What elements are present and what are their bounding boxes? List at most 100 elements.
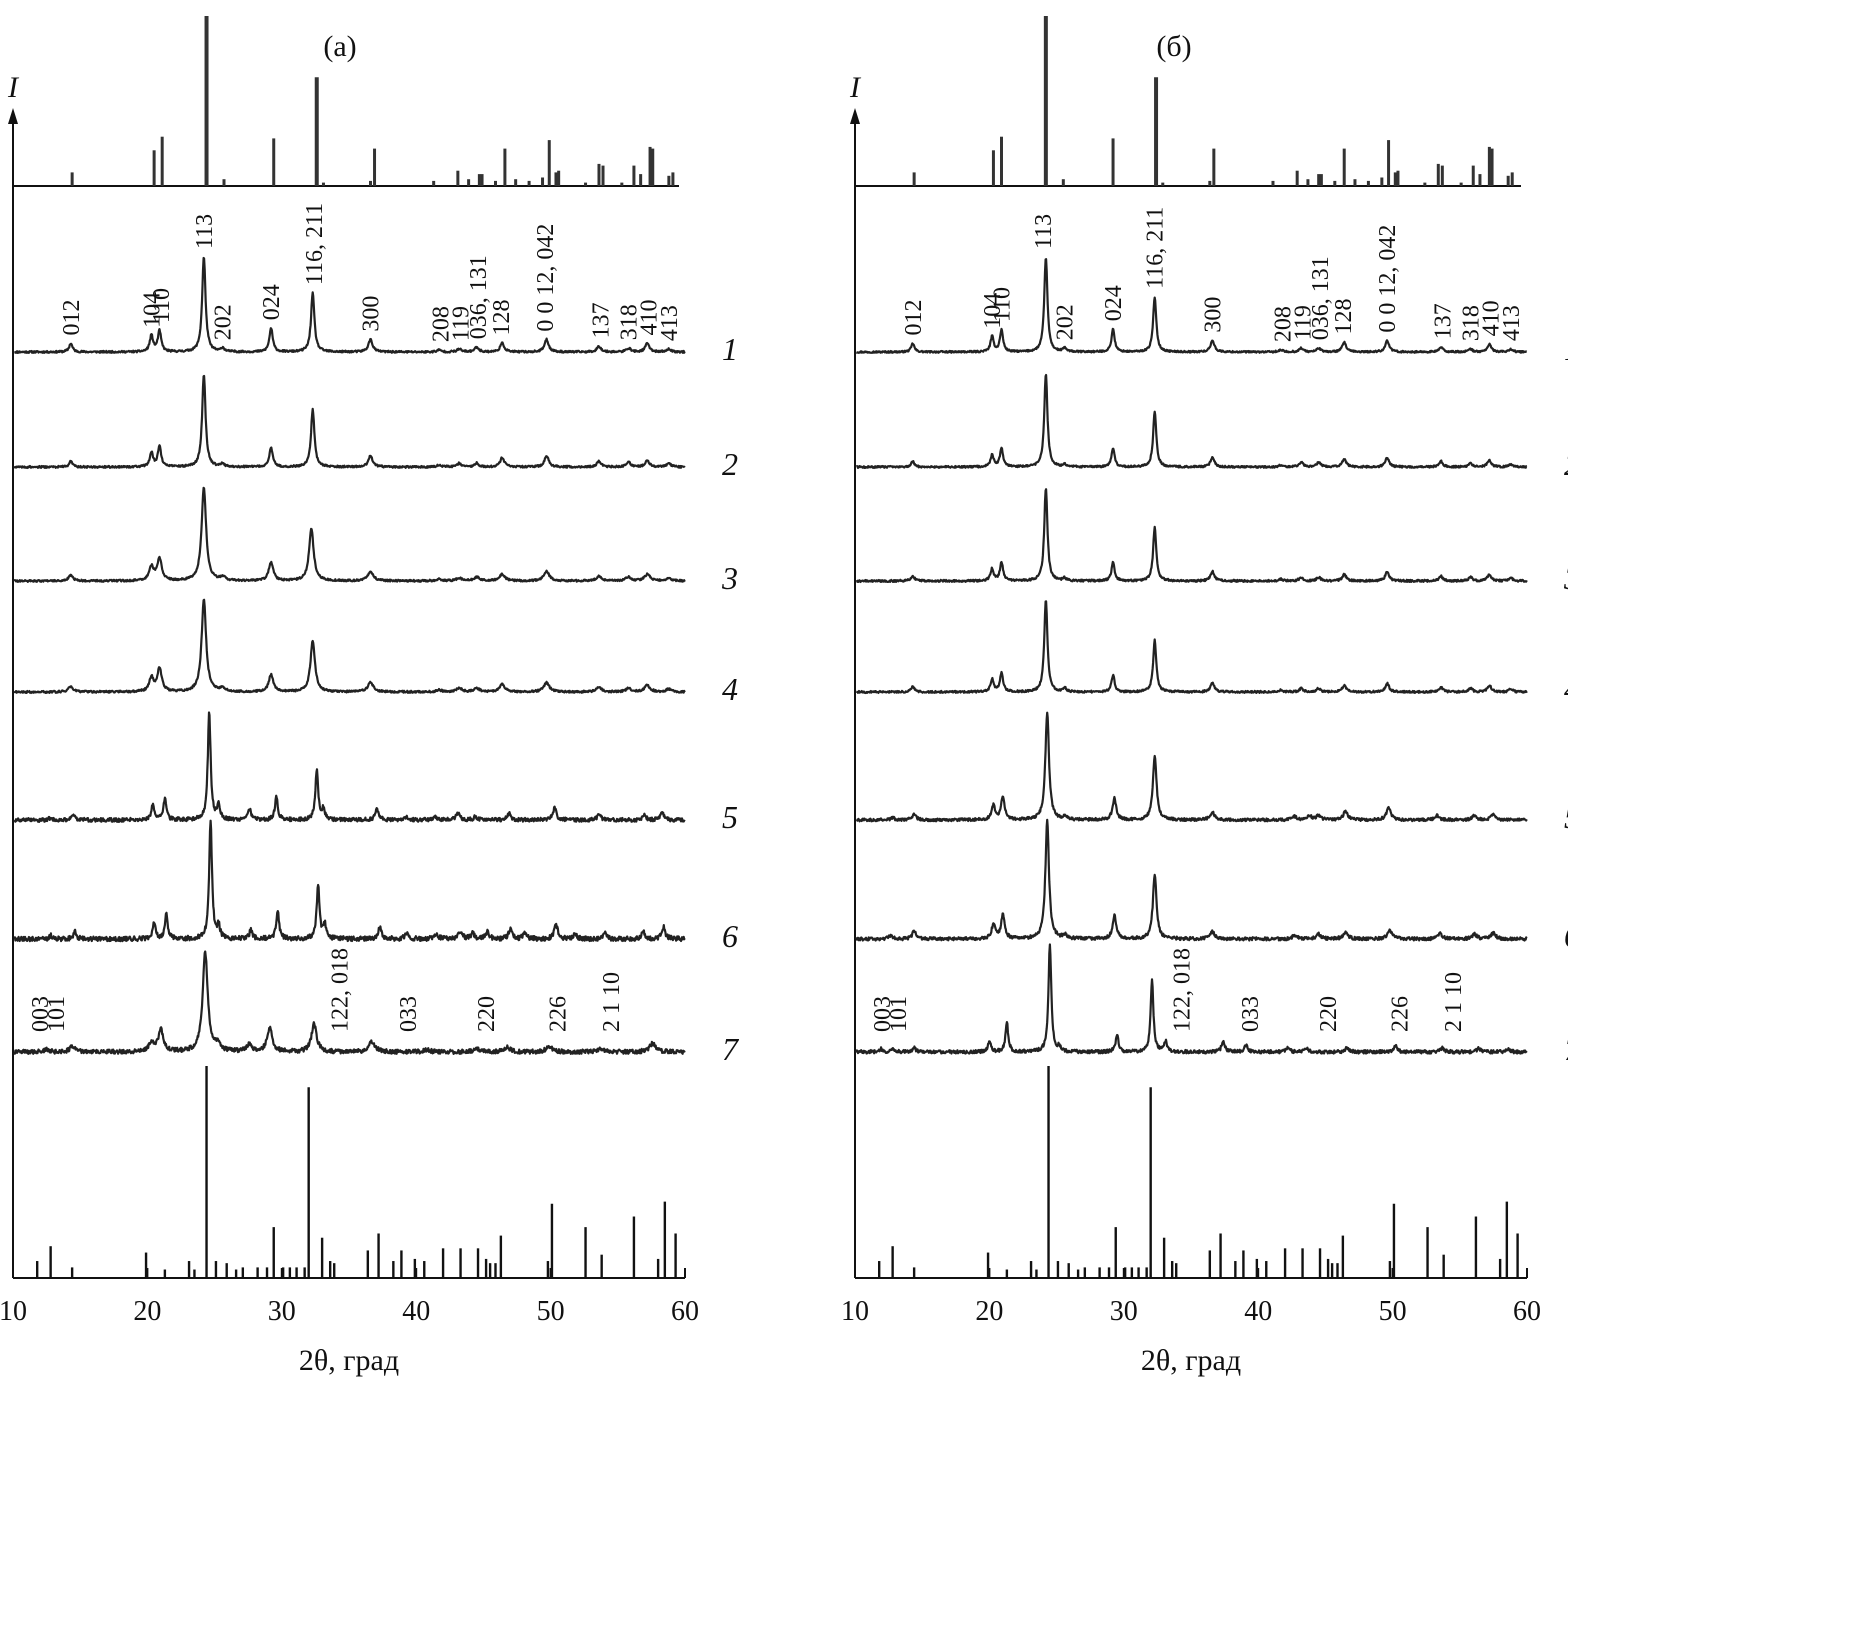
hkl-label-bottom: 2 1 10: [599, 972, 625, 1032]
x-tick-label: 10: [841, 1296, 869, 1327]
diffraction-trace-1: [855, 258, 1528, 354]
hkl-label-top: 0 0 12, 042: [1375, 225, 1401, 333]
trace-label: 2: [1564, 446, 1568, 482]
x-tick-label: 30: [1110, 1296, 1138, 1327]
diffraction-trace-6: [13, 819, 686, 943]
hkl-label-top: 413: [1499, 305, 1525, 341]
x-tick-label: 50: [537, 1296, 565, 1327]
trace-label: 3: [721, 560, 738, 596]
y-axis-label: I: [849, 71, 862, 104]
trace-label: 2: [722, 446, 738, 482]
hkl-label-top: 300: [359, 296, 385, 332]
diffraction-trace-4: [13, 598, 686, 694]
hkl-label-top: 110: [149, 288, 175, 323]
hkl-label-top: 137: [588, 302, 614, 338]
hkl-label-top: 104: [980, 293, 1006, 329]
x-axis-label: 2θ, град: [299, 1344, 399, 1377]
hkl-label-top: 410: [1479, 300, 1505, 336]
hkl-label-top: 318: [1459, 305, 1485, 341]
hkl-label-top: 119: [1291, 305, 1317, 340]
x-tick-label: 60: [1513, 1296, 1541, 1327]
x-tick-label: 40: [402, 1296, 430, 1327]
hkl-label-bottom: 220: [474, 996, 500, 1032]
trace-label: 7: [722, 1031, 740, 1067]
trace-label: 6: [722, 918, 738, 954]
hkl-label-top: 410: [637, 299, 663, 335]
hkl-label-top: 012: [59, 299, 85, 335]
diffraction-trace-2: [855, 373, 1528, 469]
diffraction-trace-2: [13, 374, 686, 469]
diffraction-trace-3: [13, 486, 686, 583]
trace-label: 5: [1564, 799, 1568, 835]
panel-title: (а): [323, 30, 356, 63]
x-tick-label: 40: [1244, 1296, 1272, 1327]
hkl-label-top: 036, 131: [466, 255, 492, 339]
hkl-label-bottom: 122, 018: [1170, 948, 1196, 1032]
trace-label: 4: [722, 671, 738, 707]
diffraction-trace-7: [13, 950, 686, 1055]
hkl-label-bottom: 101: [44, 996, 70, 1032]
panel-a: (а) I 10 20 30 40 50 60 2θ, град 1 2 3 4 5 6 7 012 104110…: [0, 16, 740, 1377]
x-tick-label: 10: [0, 1296, 27, 1327]
x-tick-label: 50: [1379, 1296, 1407, 1327]
hkl-label-bottom: 226: [1387, 996, 1413, 1032]
hkl-label-top: 116, 211: [302, 203, 328, 285]
hkl-label-top: 300: [1201, 297, 1227, 333]
hkl-label-bottom: 226: [545, 996, 571, 1032]
x-tick-label: 20: [133, 1296, 161, 1327]
hkl-label-top: 318: [617, 304, 643, 340]
panel-title: (б): [1156, 30, 1191, 63]
hkl-label-top: 128: [489, 299, 515, 335]
hkl-label-top: 113: [192, 214, 218, 249]
hkl-label-top: 119: [449, 306, 475, 341]
trace-label: 3: [1563, 560, 1568, 596]
y-axis-label: I: [7, 71, 20, 104]
hkl-label-bottom: 122, 018: [328, 948, 354, 1032]
hkl-label-top: 202: [211, 304, 237, 340]
hkl-label-top: 137: [1430, 303, 1456, 339]
diffraction-trace-5: [13, 711, 686, 823]
trace-label: 1: [722, 331, 738, 367]
hkl-label-top: 128: [1331, 299, 1357, 335]
x-axis-label: 2θ, град: [1141, 1344, 1241, 1377]
diffraction-trace-7: [855, 943, 1528, 1055]
hkl-label-top: 113: [1031, 214, 1057, 249]
hkl-label-top: 024: [1101, 285, 1127, 321]
hkl-label-top: 110: [989, 287, 1015, 322]
trace-label: 4: [1564, 671, 1568, 707]
panel-b: (б) I 10 20 30 40 50 60 2θ, град 1 2 3 4 5 6 7 012 104110…: [841, 16, 1582, 1377]
trace-label: 5: [722, 799, 738, 835]
trace-label: 7: [1564, 1031, 1568, 1067]
hkl-label-bottom: 220: [1316, 996, 1342, 1032]
hkl-label-bottom: 101: [886, 996, 912, 1032]
hkl-label-top: 116, 211: [1143, 207, 1169, 289]
trace-label: 1: [1564, 331, 1568, 367]
hkl-label-top: 012: [901, 299, 927, 335]
hkl-label-bottom: 033: [396, 996, 422, 1032]
diffraction-trace-1: [13, 256, 686, 354]
hkl-label-top: 413: [657, 305, 683, 341]
diffraction-trace-5: [855, 711, 1528, 823]
hkl-label-top: 104: [139, 292, 165, 328]
x-tick-label: 20: [975, 1296, 1003, 1327]
hkl-label-bottom: 003: [870, 996, 896, 1032]
hkl-label-top: 208: [428, 306, 454, 342]
hkl-label-top: 202: [1053, 304, 1079, 340]
trace-label: 6: [1564, 918, 1568, 954]
hkl-label-top: 024: [259, 284, 285, 320]
xrd-figure: (а) I 10 20 30 40 50 60 2θ, град 1 2 3 4 5 6 7 012 104 110…: [0, 16, 1582, 1377]
x-tick-label: 60: [671, 1296, 699, 1327]
y-axis-arrow: [850, 108, 860, 124]
hkl-label-top: 0 0 12, 042: [533, 224, 559, 332]
diffraction-trace-6: [855, 818, 1528, 942]
diffraction-trace-4: [855, 600, 1528, 695]
hkl-label-top: 036, 131: [1308, 256, 1334, 340]
x-tick-label: 30: [268, 1296, 296, 1327]
hkl-label-bottom: 2 1 10: [1441, 972, 1467, 1032]
hkl-label-bottom: 003: [28, 996, 54, 1032]
y-axis-arrow: [8, 108, 18, 124]
diffraction-trace-3: [855, 488, 1528, 583]
hkl-label-top: 208: [1270, 306, 1296, 342]
hkl-label-bottom: 033: [1238, 996, 1264, 1032]
